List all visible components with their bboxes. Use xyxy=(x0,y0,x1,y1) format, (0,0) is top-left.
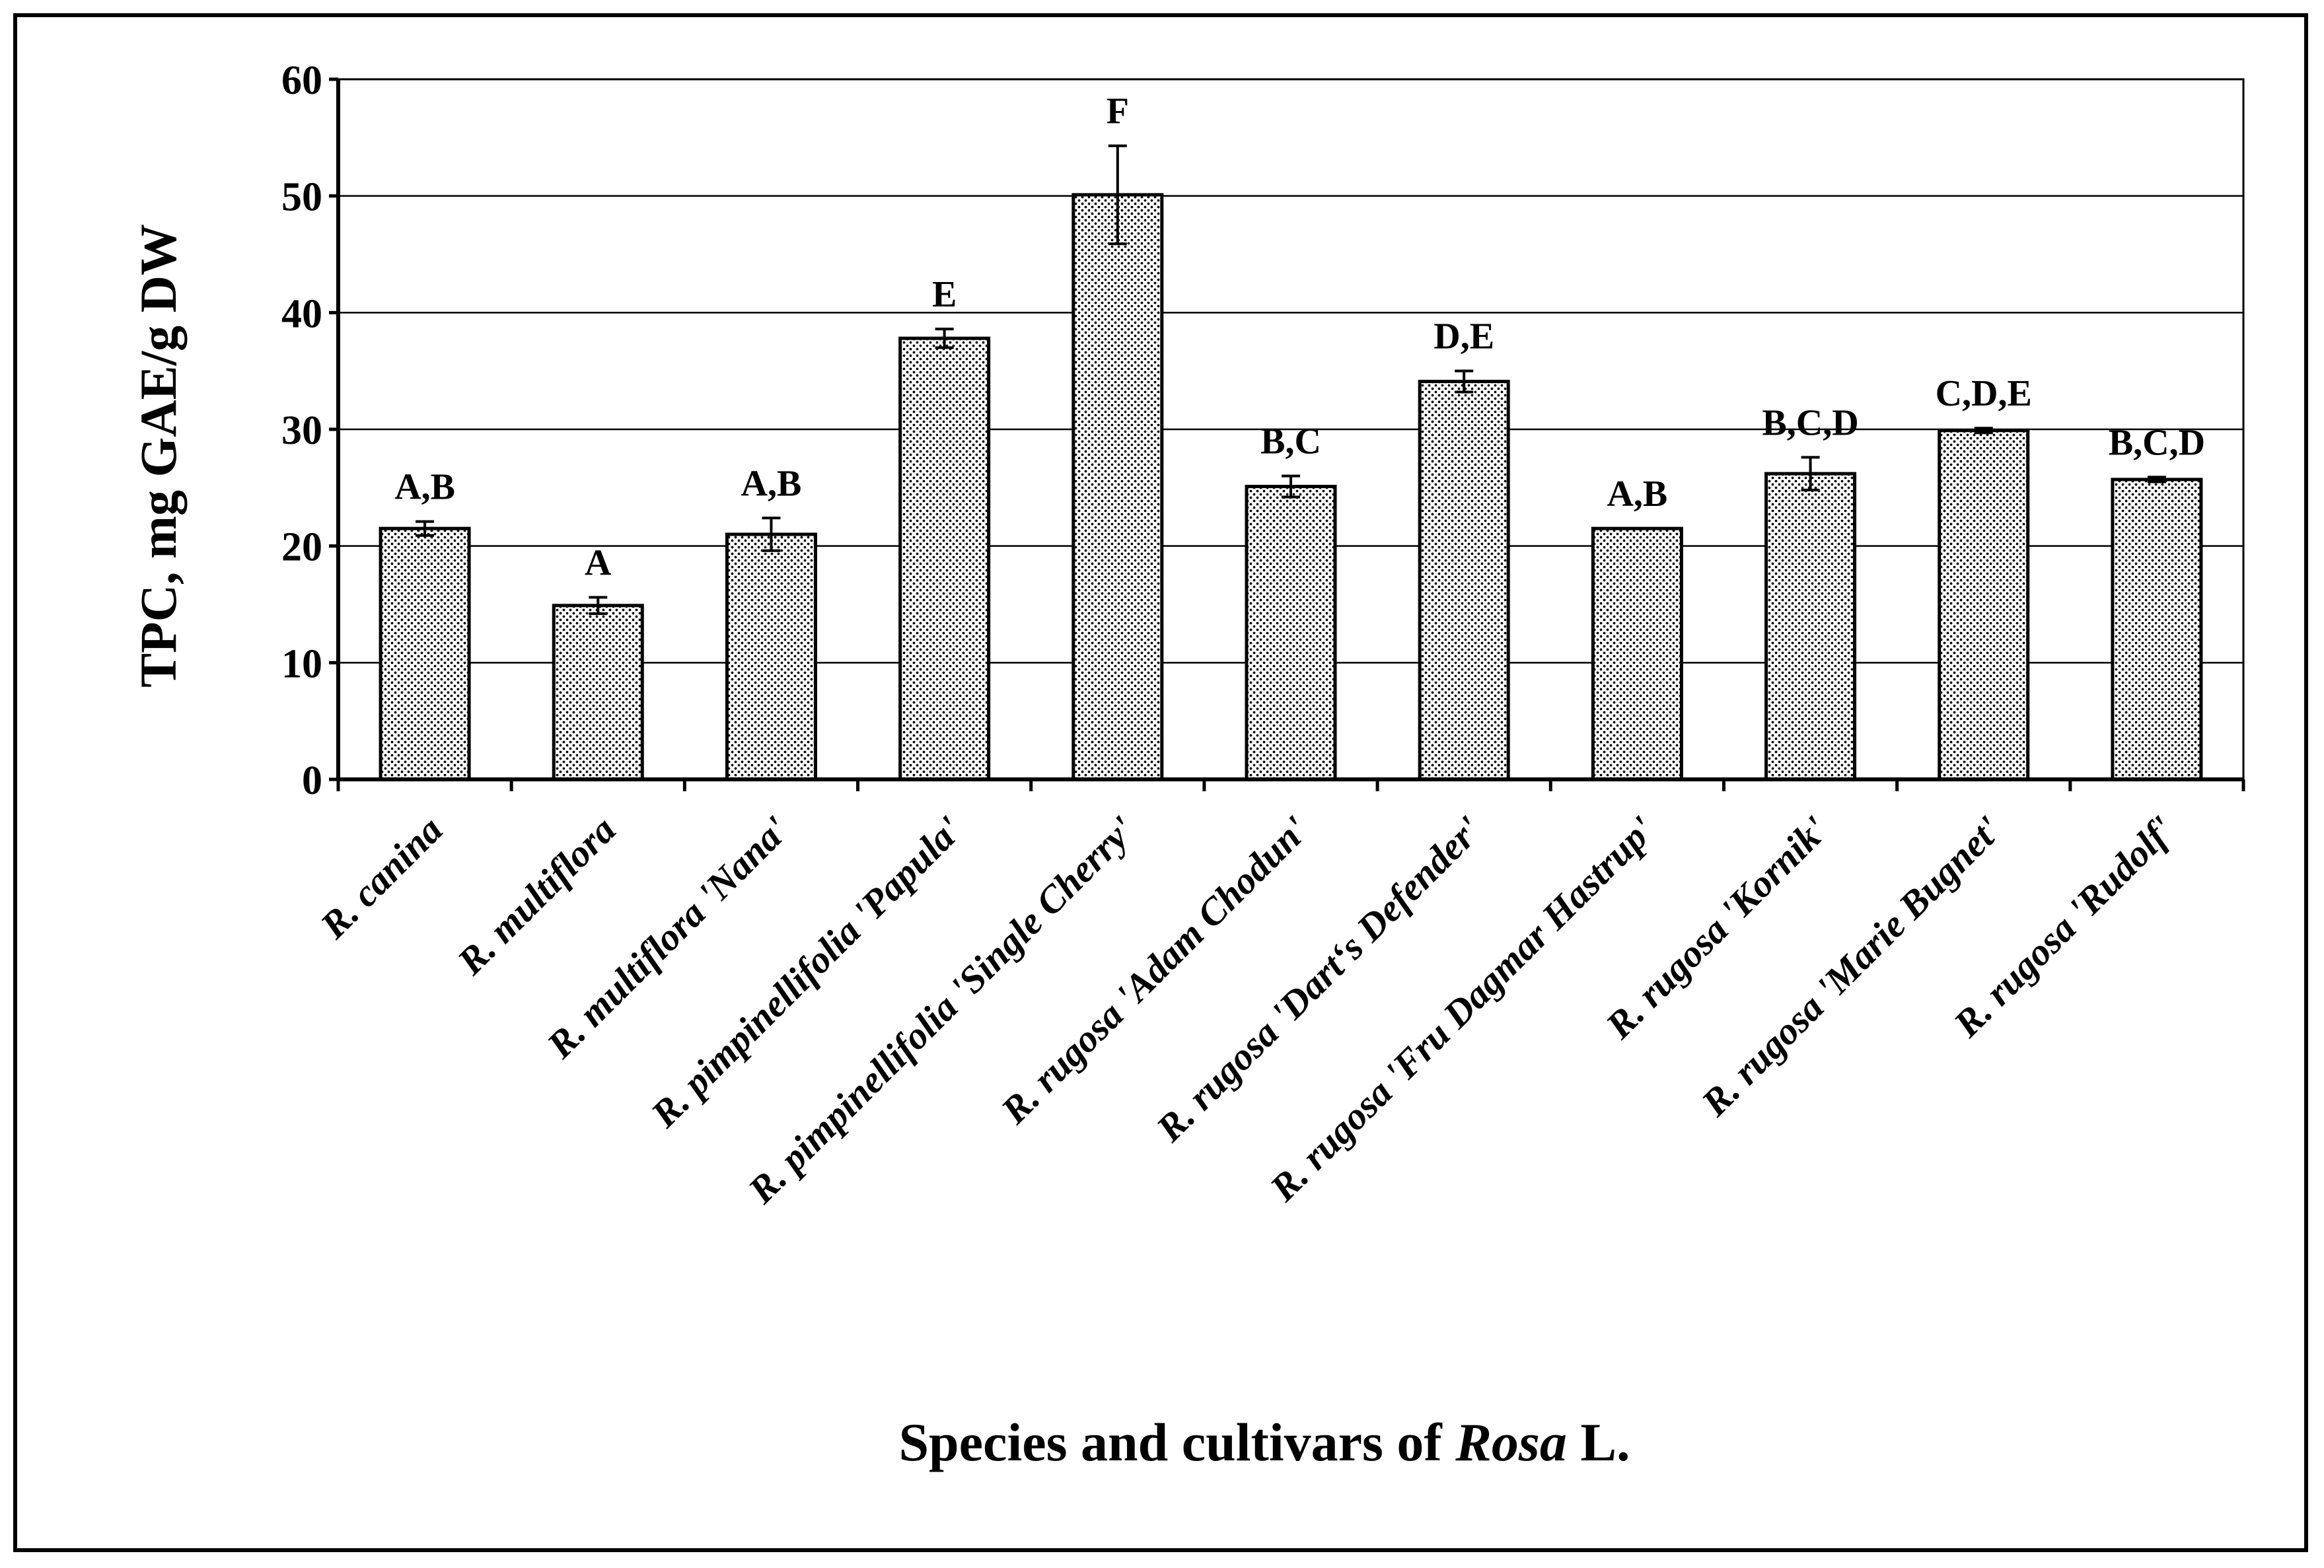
category-label: R. rugosa 'Fru Dagmar Hastrup' xyxy=(1261,808,1663,1209)
bar xyxy=(379,526,471,781)
y-tick-label: 20 xyxy=(281,525,322,570)
bar-chart: 0 10 20 30 40 50 60 A,B R. canina A R. multiflora A… xyxy=(129,58,2245,1472)
significance-letter: B,C,D xyxy=(1762,402,1858,443)
x-axis-title: Species and cultivars of Rosa L. xyxy=(898,1412,1630,1472)
bar xyxy=(1591,526,1683,781)
category-label: R. rugosa 'Marie Bugnet' xyxy=(1692,808,2010,1125)
significance-letter: A,B xyxy=(394,467,455,508)
bar xyxy=(1938,429,2030,781)
bar xyxy=(725,532,817,781)
significance-letter: E xyxy=(932,274,957,315)
y-axis-title: TPC, mg GAE/g DW xyxy=(129,224,187,688)
category-label: R. multiflora xyxy=(449,808,624,983)
x-axis-title-part: L. xyxy=(1567,1412,1630,1472)
y-tick-label: 40 xyxy=(281,291,322,336)
y-tick-label: 60 xyxy=(281,58,322,103)
y-tick-label: 30 xyxy=(281,408,322,453)
bar xyxy=(1418,380,1510,781)
bar xyxy=(1764,472,1857,781)
bar xyxy=(1071,193,1164,781)
chart-frame: 0 10 20 30 40 50 60 A,B R. canina A R. multiflora A… xyxy=(13,13,2308,1552)
x-axis-title-part: Rosa xyxy=(1455,1412,1567,1472)
bar xyxy=(552,604,644,781)
x-axis-title-part: Species and cultivars of xyxy=(898,1412,1455,1472)
bar xyxy=(2111,478,2203,781)
significance-letter: A,B xyxy=(741,463,802,504)
y-tick-label: 10 xyxy=(281,641,322,686)
significance-letter: B,C xyxy=(1260,421,1321,462)
bar xyxy=(1245,485,1337,781)
bar xyxy=(898,336,991,781)
significance-letter: C,D,E xyxy=(1936,373,2032,414)
y-tick-label: 50 xyxy=(281,175,322,220)
category-label: R. canina xyxy=(312,808,451,947)
category-label: R. rugosa 'Dart‘s Defender' xyxy=(1147,808,1490,1150)
significance-letter: A,B xyxy=(1607,474,1667,515)
category-label: R. pimpinellifolia 'Papula' xyxy=(642,808,970,1136)
significance-letter: A xyxy=(585,542,612,583)
significance-letter: F xyxy=(1107,91,1129,132)
significance-letter: B,C,D xyxy=(2109,422,2205,463)
category-label: R. rugosa 'Adam Chodun' xyxy=(992,808,1317,1132)
category-label: R. pimpinellifolia 'Single Cherry' xyxy=(739,808,1144,1212)
y-tick-label: 0 xyxy=(302,758,322,803)
significance-letter: D,E xyxy=(1434,316,1494,357)
